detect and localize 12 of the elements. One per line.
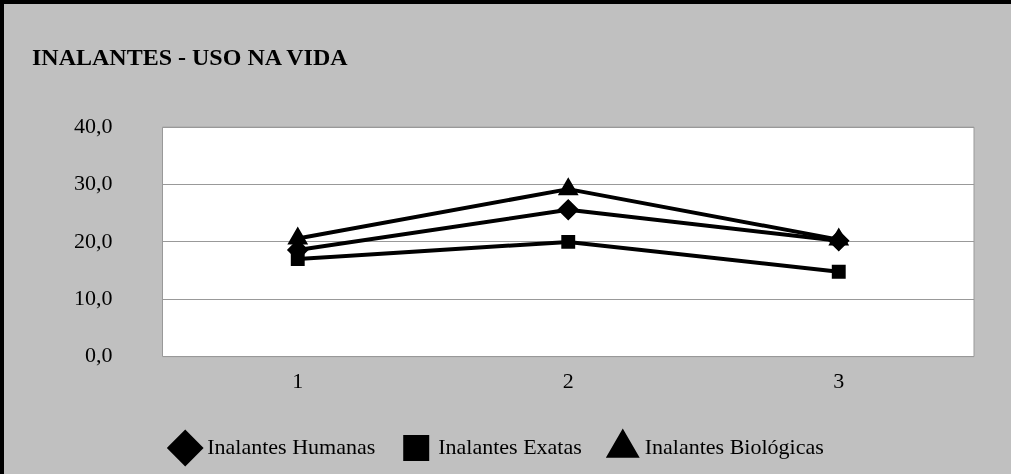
y-tick-label: 10,0	[74, 285, 113, 311]
legend-label: Inalantes Biológicas	[644, 433, 824, 459]
x-tick-label: 1	[292, 367, 304, 393]
x-tick-label: 3	[833, 367, 845, 393]
x-tick-label: 2	[562, 367, 574, 393]
legend-label: Inalantes Humanas	[207, 433, 376, 459]
y-tick-label: 0,0	[85, 342, 113, 368]
chart-title: INALANTES - USO NA VIDA	[32, 44, 348, 71]
legend-label: Inalantes Exatas	[438, 433, 582, 459]
y-tick-label: 20,0	[74, 227, 113, 253]
y-tick-label: 30,0	[74, 170, 113, 196]
y-tick-label: 40,0	[74, 112, 113, 138]
